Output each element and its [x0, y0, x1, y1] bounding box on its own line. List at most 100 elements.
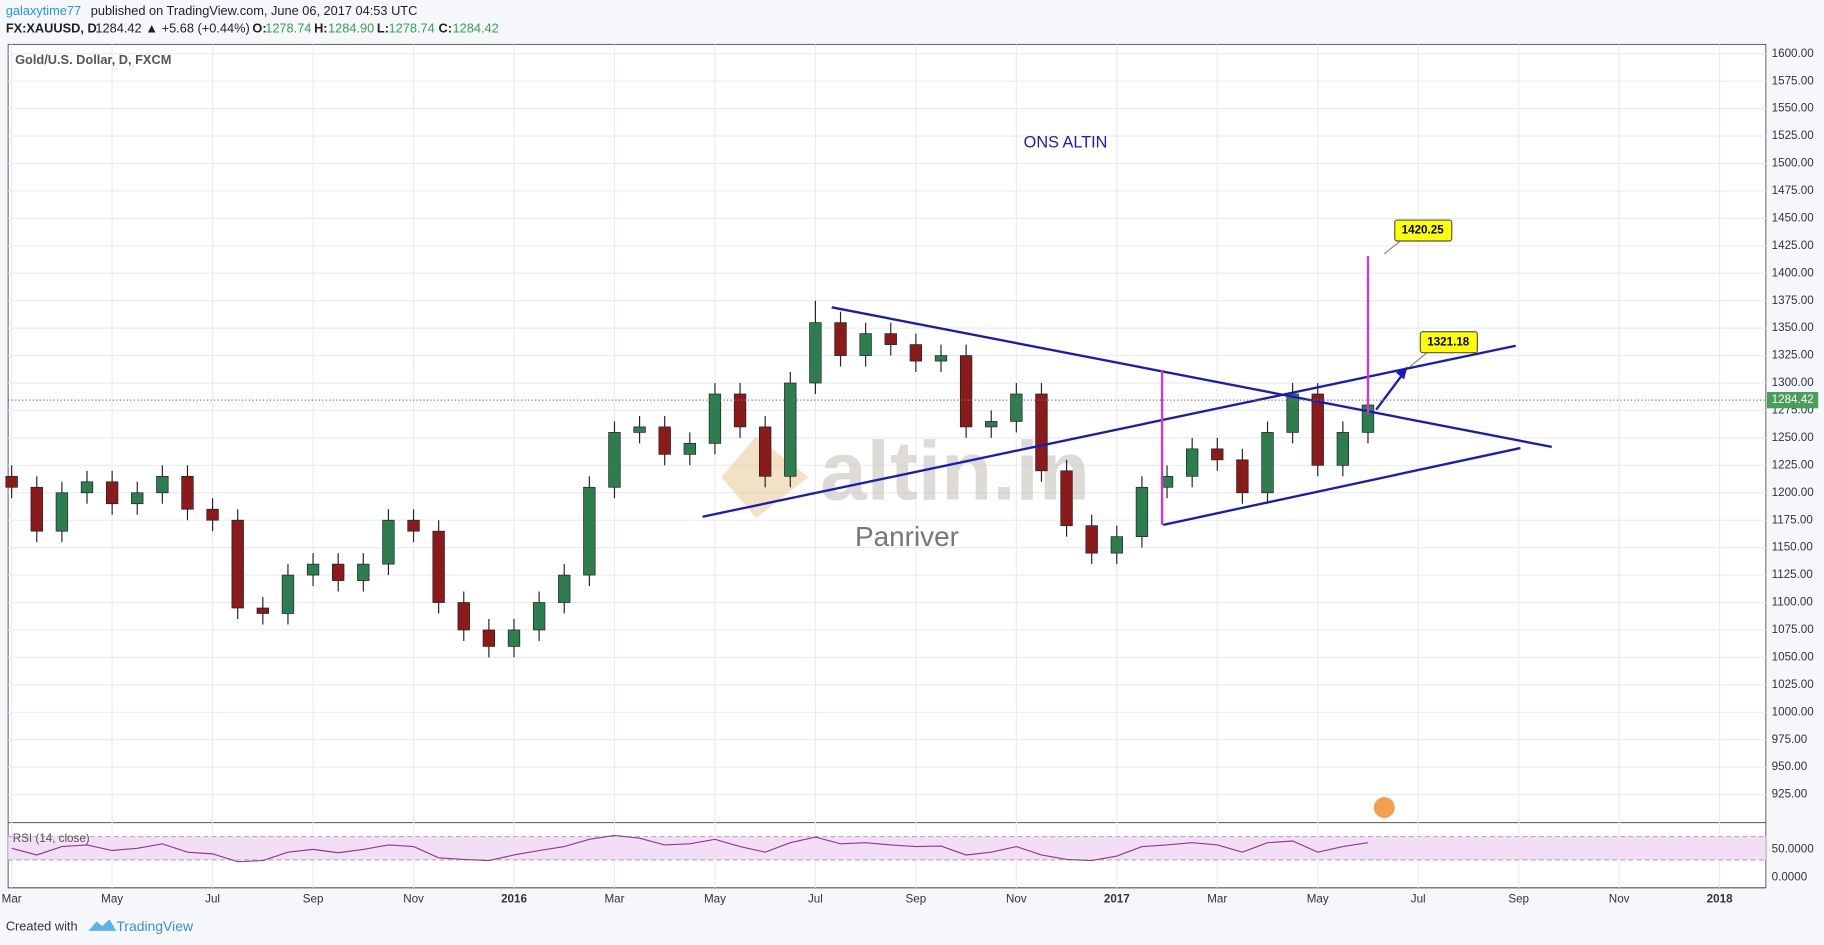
grid [8, 44, 1766, 888]
candle-body [708, 393, 722, 444]
plot-frame [7, 43, 1767, 889]
candle-body [1085, 525, 1098, 554]
y-tick-label: 1350.00 [1772, 321, 1815, 334]
y-tick-label: 1050.00 [1772, 650, 1815, 663]
published: published on TradingView.com, June 06, 2… [91, 3, 418, 18]
x-tick-label: Sep [906, 892, 927, 905]
candle-body [733, 393, 747, 428]
rsi [11, 834, 1369, 863]
target-label: 1420.25 [1402, 224, 1445, 237]
y-tick-label: 1300.00 [1772, 376, 1815, 389]
candle-body [181, 475, 194, 510]
event-icon [1373, 797, 1395, 818]
drawings: 1420.25 1321.18 [702, 219, 1553, 818]
y-tick-label: 1600.00 [1772, 47, 1815, 60]
rsi-title: RSI (14, close) [13, 832, 90, 845]
y-tick-label: 1225.00 [1772, 458, 1815, 471]
c-label: C: [439, 21, 453, 36]
l: 1278.74 [389, 21, 435, 36]
x-tick-label: Nov [403, 892, 424, 905]
x-tick-label: Sep [1508, 892, 1529, 905]
x-tick-label: Nov [1006, 892, 1027, 905]
candle-body [859, 333, 872, 356]
candle-body [382, 519, 395, 565]
y-tick-label: 1525.00 [1772, 129, 1815, 142]
user[interactable]: galaxytime77 [6, 3, 81, 18]
candle-body [1261, 432, 1274, 494]
x-tick-label: 2018 [1707, 892, 1733, 905]
candle-body [105, 481, 119, 505]
y-tick-label: 1100.00 [1772, 596, 1814, 609]
y-tick-label: 925.00 [1772, 788, 1808, 801]
candle-body [432, 530, 445, 603]
candle-body [959, 355, 973, 428]
y-tick-label: 1150.00 [1772, 541, 1814, 554]
candle-body [784, 382, 797, 477]
candle-body [407, 519, 420, 532]
x-tick-label: May [101, 892, 123, 905]
candle-body [1010, 393, 1023, 422]
watermark-sub: Panriver [855, 521, 959, 552]
chart-title: Gold/U.S. Dollar, D, FXCM [15, 52, 171, 67]
callout [1419, 331, 1478, 354]
candle-body [809, 322, 822, 384]
x-tick-label: Nov [1609, 892, 1630, 905]
candle-body [1035, 393, 1048, 472]
change: ▲ +5.68 (+0.44%) [145, 21, 249, 36]
candle-body [507, 629, 521, 647]
footer-brand[interactable]: TradingView [116, 918, 194, 934]
candle-body [985, 421, 998, 428]
x-tick-label: 2017 [1104, 892, 1130, 905]
last-price-label: 1284.42 [1772, 393, 1814, 406]
candle-body [5, 475, 18, 488]
rsi-tick-label: 50.0000 [1772, 842, 1815, 855]
x-tick-label: Jul [808, 892, 823, 905]
candle-body [156, 475, 169, 494]
y-tick-label: 1500.00 [1772, 157, 1815, 170]
x-tick-label: May [1307, 892, 1329, 905]
candle-body [1110, 536, 1123, 554]
y-tick-label: 1200.00 [1772, 486, 1815, 499]
rsi-band [8, 836, 1766, 860]
y-tick-label: 1175.00 [1772, 513, 1814, 526]
y-tick-label: 1450.00 [1772, 211, 1815, 224]
candle-body [30, 486, 43, 532]
y-tick-label: 1575.00 [1772, 74, 1815, 87]
x-tick-label: Sep [303, 892, 324, 905]
trend-line [702, 344, 1516, 518]
x-tick-label: May [704, 892, 726, 905]
candle-body [1311, 393, 1324, 466]
y-tick-label: 1325.00 [1772, 349, 1815, 362]
brand-logo [88, 919, 117, 931]
h-label: H: [314, 21, 328, 36]
y-tick-label: 950.00 [1772, 760, 1808, 773]
symbol: FX:XAUUSD, D [6, 21, 97, 36]
l-label: L: [377, 21, 389, 36]
watermark-text: altin.in [820, 423, 1090, 517]
rsi-tick-label: 0.0000 [1772, 870, 1808, 883]
candle-body [934, 355, 948, 362]
candle-body [206, 508, 219, 521]
candle-body [55, 492, 69, 532]
y-tick-label: 1475.00 [1772, 184, 1815, 197]
x-tick-label: Mar [1207, 892, 1227, 905]
callout-line [1409, 351, 1429, 368]
trend-line [1163, 446, 1521, 526]
candle-body [1286, 393, 1299, 433]
candle-body [80, 481, 94, 494]
arrow-head [1395, 366, 1408, 380]
candle-body [281, 574, 295, 614]
footer-created: Created with [6, 919, 78, 934]
candle-body [1236, 459, 1249, 494]
candle-body [633, 426, 646, 433]
candle-body [1185, 448, 1199, 477]
h: 1284.90 [328, 21, 374, 36]
x-tick-label: Jul [205, 892, 220, 905]
candle-body [884, 333, 897, 345]
x-tick-label: 2016 [501, 892, 527, 905]
target-label: 1321.18 [1427, 335, 1470, 348]
y-tick-label: 1000.00 [1772, 705, 1815, 718]
callout-line [1383, 239, 1403, 255]
